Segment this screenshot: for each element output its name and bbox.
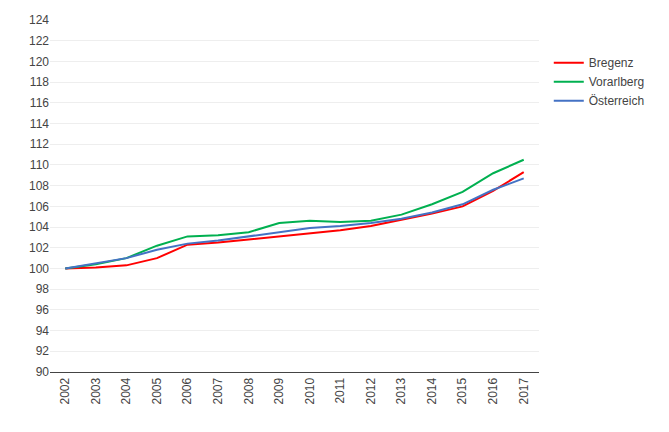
- svg-text:2005: 2005: [150, 377, 164, 404]
- svg-text:2016: 2016: [486, 377, 500, 404]
- svg-text:2008: 2008: [242, 377, 256, 404]
- svg-text:120: 120: [29, 55, 49, 69]
- svg-text:106: 106: [29, 200, 49, 214]
- svg-text:2003: 2003: [89, 377, 103, 404]
- svg-text:124: 124: [29, 13, 49, 27]
- svg-text:2017: 2017: [517, 377, 531, 404]
- svg-text:2013: 2013: [394, 377, 408, 404]
- svg-text:2015: 2015: [455, 377, 469, 404]
- svg-text:110: 110: [30, 158, 49, 172]
- svg-text:112: 112: [30, 137, 49, 151]
- svg-text:90: 90: [36, 365, 50, 379]
- svg-text:108: 108: [29, 179, 49, 193]
- svg-text:98: 98: [36, 282, 50, 296]
- svg-text:2004: 2004: [119, 377, 133, 404]
- svg-text:102: 102: [29, 241, 49, 255]
- svg-text:122: 122: [29, 34, 49, 48]
- svg-text:94: 94: [36, 324, 50, 338]
- svg-text:100: 100: [29, 262, 49, 276]
- svg-text:118: 118: [30, 75, 49, 89]
- svg-text:116: 116: [30, 96, 49, 110]
- svg-text:Vorarlberg: Vorarlberg: [589, 75, 644, 89]
- svg-text:Bregenz: Bregenz: [589, 56, 634, 70]
- svg-text:2012: 2012: [364, 377, 378, 404]
- svg-text:2014: 2014: [425, 377, 439, 404]
- svg-text:104: 104: [29, 220, 49, 234]
- svg-text:96: 96: [36, 303, 50, 317]
- svg-text:2007: 2007: [211, 377, 225, 404]
- svg-text:2011: 2011: [333, 377, 347, 403]
- svg-text:Österreich: Österreich: [589, 94, 644, 108]
- svg-text:114: 114: [30, 117, 49, 131]
- svg-text:92: 92: [36, 344, 50, 358]
- svg-text:2010: 2010: [303, 377, 317, 404]
- svg-text:2006: 2006: [180, 377, 194, 404]
- svg-text:2009: 2009: [272, 377, 286, 404]
- svg-text:2002: 2002: [58, 377, 72, 404]
